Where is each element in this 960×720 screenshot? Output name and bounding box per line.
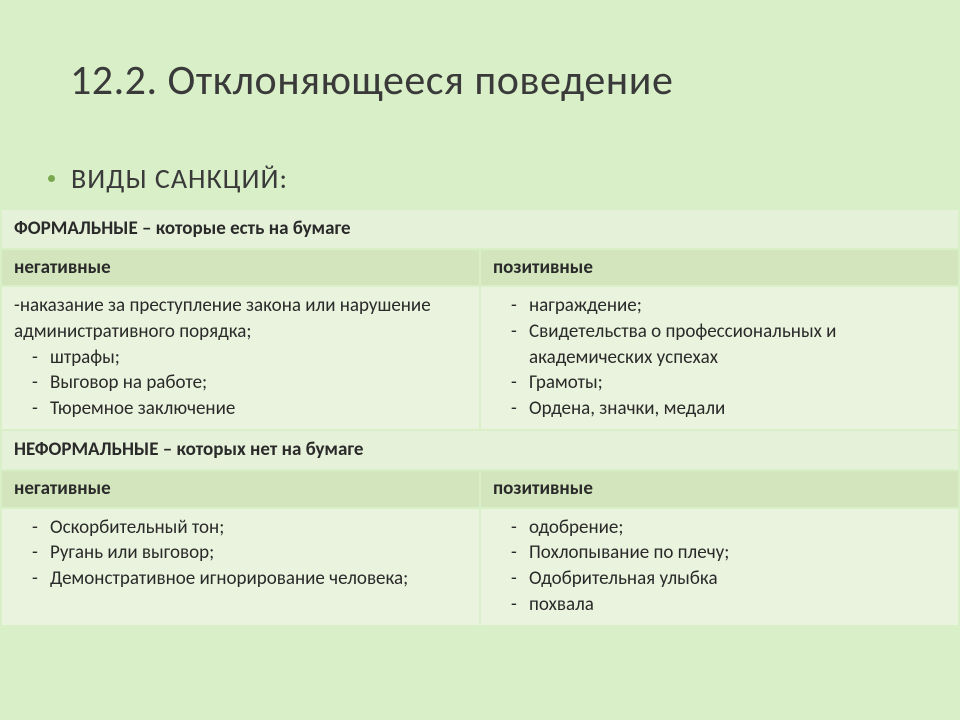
item-list: штрафы; Выговор на работе; Тюремное закл… [14,345,467,422]
section-header-cell: НЕФОРМАЛЬНЫЕ – которых нет на бумаге [1,430,959,470]
bullet-icon [48,175,55,182]
item-list: одобрение; Похлопывание по плечу; Одобри… [493,515,946,618]
content-row: -наказание за преступление закона или на… [1,286,959,430]
section-header-cell: ФОРМАЛЬНЫЕ – которые есть на бумаге [1,209,959,249]
content-cell-left: Оскорбительный тон; Ругань или выговор; … [1,508,480,627]
slide-subheading: ВИДЫ САНКЦИЙ: [71,161,288,196]
list-item: Ругань или выговор; [32,540,467,566]
column-header-right: позитивные [480,470,959,508]
list-item: Одобрительная улыбка [511,566,946,592]
content-row: Оскорбительный тон; Ругань или выговор; … [1,508,959,627]
column-header-left: негативные [1,470,480,508]
list-item: Демонстративное игнорирование человека; [32,566,467,592]
list-item: похвала [511,592,946,618]
slide-title: 12.2. Отклоняющееся поведение [0,55,960,106]
content-cell-right: награждение; Свидетельства о профессиона… [480,286,959,430]
column-header-left: негативные [1,249,480,287]
list-item: Свидетельства о профессиональных и акаде… [511,319,946,370]
list-item: Выговор на работе; [32,370,467,396]
list-item: награждение; [511,293,946,319]
lead-text: -наказание за преступление закона или на… [14,293,467,344]
section-header-row: НЕФОРМАЛЬНЫЕ – которых нет на бумаге [1,430,959,470]
content-cell-right: одобрение; Похлопывание по плечу; Одобри… [480,508,959,627]
list-item: Похлопывание по плечу; [511,540,946,566]
list-item: Тюремное заключение [32,396,467,422]
column-header-right: позитивные [480,249,959,287]
sub-header-row: негативные позитивные [1,249,959,287]
slide: 12.2. Отклоняющееся поведение ВИДЫ САНКЦ… [0,0,960,720]
sub-header-row: негативные позитивные [1,470,959,508]
content-cell-left: -наказание за преступление закона или на… [1,286,480,430]
list-item: одобрение; [511,515,946,541]
item-list: награждение; Свидетельства о профессиона… [493,293,946,421]
item-list: Оскорбительный тон; Ругань или выговор; … [14,515,467,592]
section-header-row: ФОРМАЛЬНЫЕ – которые есть на бумаге [1,209,959,249]
list-item: Грамоты; [511,370,946,396]
list-item: Оскорбительный тон; [32,515,467,541]
list-item: штрафы; [32,345,467,371]
sanctions-table: ФОРМАЛЬНЫЕ – которые есть на бумаге нега… [0,208,960,627]
table-body: ФОРМАЛЬНЫЕ – которые есть на бумаге нега… [1,209,959,626]
list-item: Ордена, значки, медали [511,396,946,422]
subheading-row: ВИДЫ САНКЦИЙ: [0,106,960,208]
